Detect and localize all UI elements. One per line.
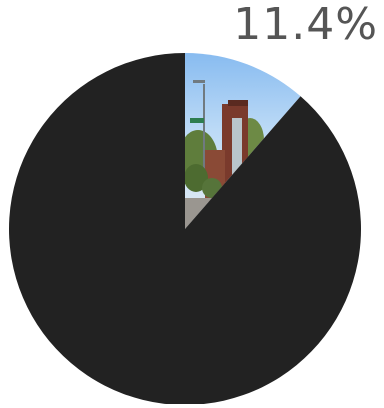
photo-building-roof (228, 100, 248, 106)
photo-lamp-head (193, 80, 205, 83)
slice-percent-label: 11.4% (233, 0, 378, 50)
photo-bush (185, 164, 208, 192)
photo-building-glass (232, 118, 242, 178)
photo-street-sign (190, 118, 204, 123)
pie-slice-1 (9, 53, 362, 406)
photo-lamp-post (203, 84, 205, 192)
